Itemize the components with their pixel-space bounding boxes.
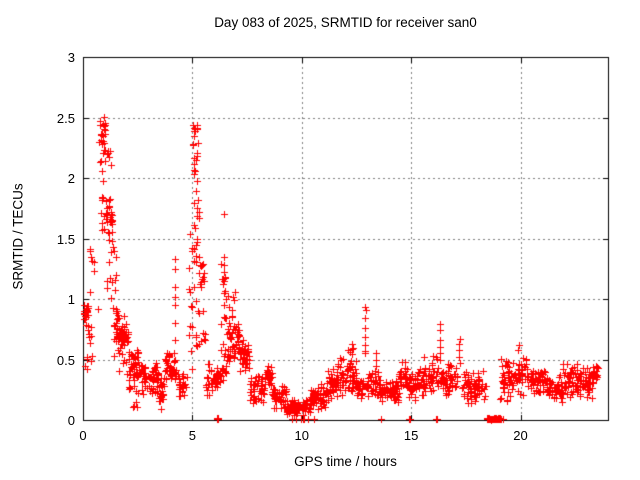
y-tick-label: 2 — [67, 171, 75, 186]
x-tick-label: 5 — [188, 428, 196, 443]
y-tick-label: 1 — [67, 292, 75, 307]
y-tick-label: 0 — [67, 413, 75, 428]
x-tick-label: 20 — [513, 428, 528, 443]
y-tick-label: 2.5 — [56, 110, 75, 126]
x-tick-label: 15 — [403, 428, 419, 443]
x-axis-label: GPS time / hours — [294, 454, 397, 469]
x-tick-label: 0 — [79, 428, 87, 443]
y-tick-label: 0.5 — [56, 352, 75, 368]
chart-title: Day 083 of 2025, SRMTID for receiver san… — [214, 15, 477, 30]
y-tick-label: 1.5 — [56, 231, 75, 247]
x-tick-label: 10 — [294, 428, 309, 443]
y-tick-label: 3 — [67, 50, 75, 65]
